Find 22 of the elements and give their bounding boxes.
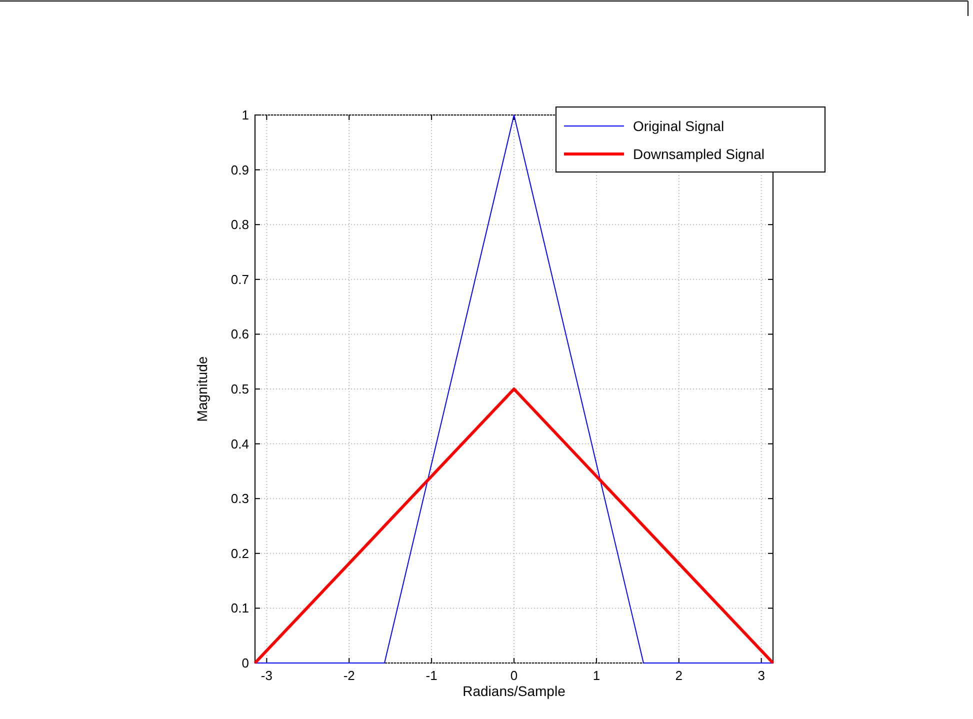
x-tick-label: -2 bbox=[343, 668, 355, 683]
legend-label: Original Signal bbox=[633, 118, 724, 134]
y-tick-label: 0.4 bbox=[230, 436, 249, 452]
x-axis-title: Radians/Sample bbox=[462, 683, 566, 699]
x-tick-label: -3 bbox=[260, 668, 272, 683]
legend-label: Downsampled Signal bbox=[633, 146, 765, 162]
y-tick-label: 0.5 bbox=[230, 382, 249, 396]
y-tick-label: 1 bbox=[242, 108, 249, 122]
x-tick-label: 0 bbox=[510, 668, 518, 683]
y-tick-label: 0.8 bbox=[230, 217, 249, 232]
x-tick-label: 1 bbox=[592, 668, 600, 683]
x-tick-label: 2 bbox=[675, 668, 682, 683]
y-axis-title: Magnitude bbox=[194, 356, 210, 422]
x-tick-label: -1 bbox=[426, 668, 438, 683]
y-tick-label: 0.3 bbox=[230, 491, 249, 506]
y-tick-label: 0.9 bbox=[230, 162, 249, 178]
y-tick-label: 0.7 bbox=[230, 272, 249, 287]
x-tick-label: 3 bbox=[758, 668, 765, 683]
y-tick-label: 0.6 bbox=[230, 326, 249, 342]
y-tick-label: 0.2 bbox=[230, 546, 249, 561]
y-tick-label: 0 bbox=[242, 656, 249, 670]
y-tick-label: 0.1 bbox=[230, 600, 249, 616]
